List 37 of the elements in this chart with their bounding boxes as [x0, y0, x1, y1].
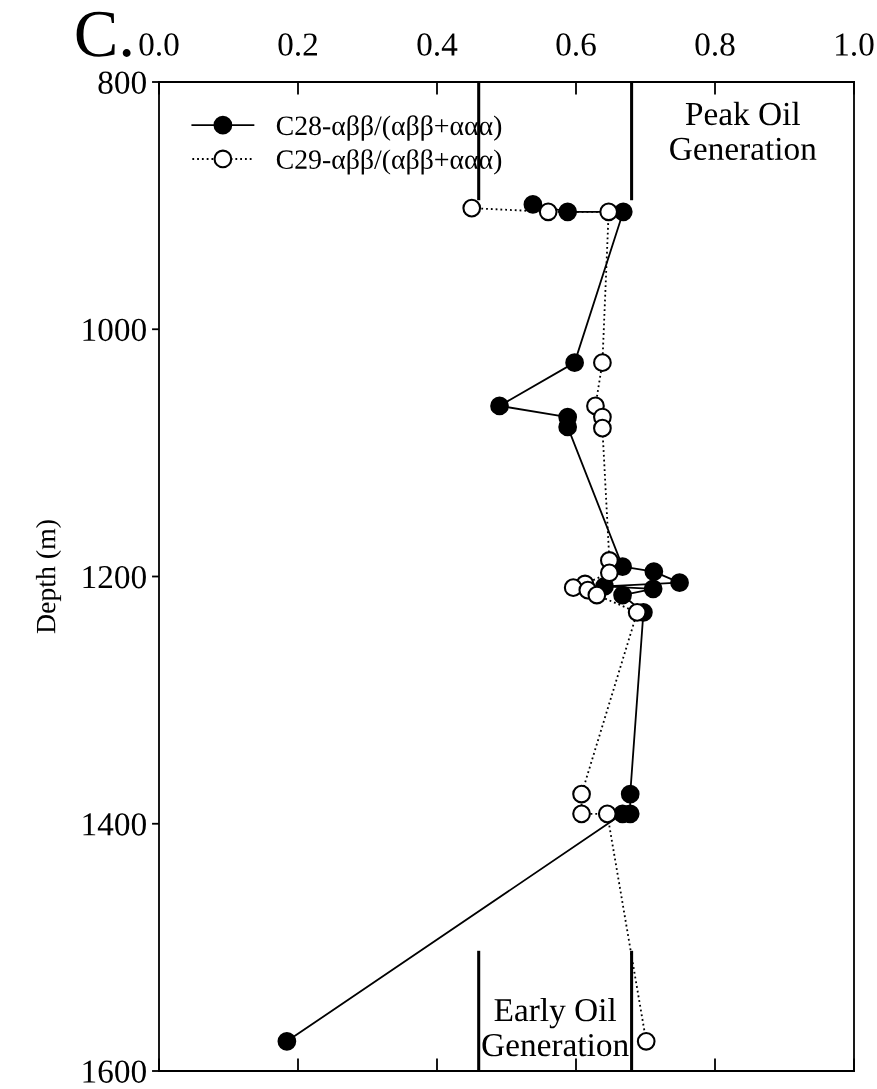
y-axis-title: Depth (m)	[35, 520, 62, 634]
y-tick-label: 1200	[83, 565, 146, 589]
point	[462, 198, 482, 218]
text: C.	[76, 11, 131, 57]
point	[597, 804, 617, 824]
x-tick-label: 0.0	[139, 33, 179, 56]
point	[627, 602, 647, 622]
point	[587, 585, 607, 605]
y-tick-label: 1600	[83, 1060, 146, 1083]
point	[644, 562, 664, 581]
point	[558, 202, 578, 222]
point	[523, 195, 543, 214]
point	[593, 418, 612, 438]
y-tick-label: 1000	[83, 318, 146, 342]
annotation: Early Oil Generation	[482, 997, 629, 1057]
x-tick-label: 0.6	[556, 33, 596, 56]
point	[613, 585, 632, 605]
point	[572, 804, 591, 824]
point	[277, 1031, 297, 1051]
point	[599, 563, 619, 583]
point	[593, 353, 612, 372]
point	[490, 396, 509, 416]
y-tick-label: 800	[98, 71, 146, 94]
point	[538, 202, 558, 222]
x-tick-label: 1.0	[836, 33, 874, 56]
point	[636, 1031, 656, 1051]
ref-line-label: Peak Oil Generation	[670, 101, 817, 161]
point	[565, 353, 584, 372]
point	[620, 784, 640, 804]
x-tick-label: 0.4	[417, 33, 458, 56]
point	[670, 573, 689, 593]
point	[572, 784, 591, 804]
y-tick-label: 1400	[83, 813, 146, 836]
point	[643, 579, 663, 599]
x-tick-label: 0.8	[695, 33, 735, 56]
x-tick-label: 0.2	[278, 33, 317, 56]
point	[599, 202, 619, 222]
